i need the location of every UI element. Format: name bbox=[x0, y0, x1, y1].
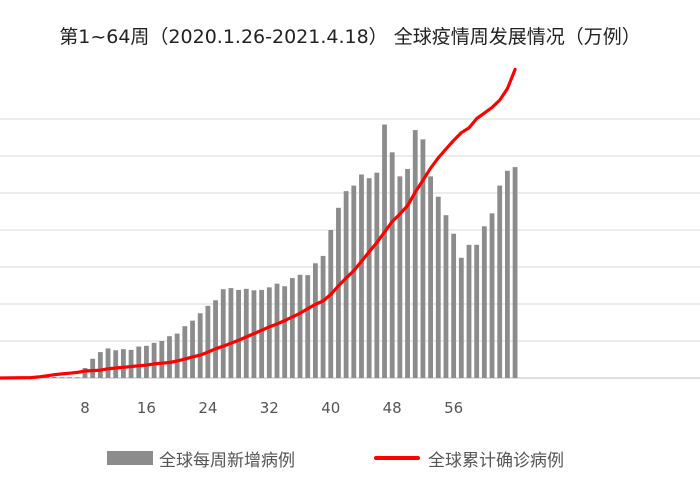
x-tick-label: 8 bbox=[80, 399, 90, 417]
bar bbox=[174, 333, 180, 378]
bar bbox=[136, 346, 142, 378]
bar bbox=[382, 124, 387, 378]
bar bbox=[328, 230, 334, 378]
bar bbox=[458, 257, 464, 378]
bar bbox=[374, 172, 380, 378]
x-tick-label: 48 bbox=[383, 399, 402, 417]
legend-swatch-bar bbox=[107, 451, 153, 465]
bar bbox=[197, 313, 203, 378]
chart-title: 第1~64周（2020.1.26-2021.4.18） 全球疫情周发展情况（万例… bbox=[59, 26, 641, 48]
bar bbox=[297, 274, 303, 378]
bar bbox=[389, 152, 395, 378]
bar bbox=[359, 174, 364, 378]
bar bbox=[220, 289, 226, 378]
bar bbox=[190, 320, 195, 378]
bar bbox=[274, 283, 280, 378]
bar bbox=[182, 326, 188, 378]
bar bbox=[82, 368, 88, 378]
bar bbox=[474, 244, 480, 378]
bar bbox=[243, 288, 249, 378]
bar bbox=[90, 358, 96, 378]
legend-item-weekly-new: 全球每周新增病例 bbox=[107, 443, 295, 473]
gridlines bbox=[0, 118, 700, 379]
bar bbox=[159, 341, 165, 378]
bar bbox=[213, 300, 218, 378]
bar bbox=[412, 130, 418, 378]
bar bbox=[505, 170, 510, 378]
bar bbox=[151, 342, 157, 378]
bar bbox=[343, 191, 349, 378]
bar bbox=[205, 305, 211, 378]
legend-swatch-line bbox=[374, 456, 420, 460]
bar bbox=[466, 244, 472, 378]
bar bbox=[144, 345, 149, 378]
bar bbox=[405, 168, 410, 378]
bar bbox=[121, 349, 126, 378]
bar bbox=[97, 352, 103, 378]
bar bbox=[489, 213, 495, 378]
cumulative-cases-line-group bbox=[0, 67, 517, 380]
bar bbox=[313, 263, 318, 378]
bar bbox=[113, 350, 119, 378]
legend-label-cumulative: 全球累计确诊病例 bbox=[428, 450, 564, 471]
x-tick-label: 56 bbox=[444, 399, 463, 417]
bar bbox=[259, 289, 265, 378]
x-tick-label: 32 bbox=[260, 399, 279, 417]
bar bbox=[351, 185, 357, 378]
bar bbox=[320, 255, 326, 378]
legend-label-weekly-new: 全球每周新增病例 bbox=[159, 450, 295, 471]
bar bbox=[228, 288, 234, 378]
bar bbox=[435, 196, 441, 378]
bar bbox=[336, 207, 341, 378]
bar bbox=[443, 215, 449, 378]
legend-item-cumulative: 全球累计确诊病例 bbox=[374, 443, 564, 473]
x-tick-label: 24 bbox=[198, 399, 217, 417]
bar bbox=[236, 289, 241, 378]
bar bbox=[167, 336, 172, 378]
weekly-new-cases-bars bbox=[28, 124, 518, 378]
bar bbox=[44, 376, 49, 378]
bar bbox=[289, 278, 295, 378]
bar bbox=[282, 286, 288, 378]
bar bbox=[67, 377, 73, 378]
bar bbox=[59, 377, 65, 378]
bar bbox=[481, 226, 487, 378]
bar bbox=[74, 377, 80, 378]
legend: 全球每周新增病例 全球累计确诊病例 bbox=[0, 443, 700, 473]
bar bbox=[420, 139, 426, 378]
bar bbox=[451, 233, 457, 378]
x-axis-ticks: 8 16 24 32 40 48 56 bbox=[80, 399, 463, 417]
bar bbox=[366, 178, 372, 378]
x-tick-label: 40 bbox=[321, 399, 340, 417]
bar bbox=[428, 176, 433, 378]
bar bbox=[397, 176, 403, 378]
bar bbox=[266, 287, 272, 378]
bar bbox=[305, 275, 311, 378]
bar bbox=[105, 348, 111, 378]
bar bbox=[128, 349, 134, 378]
bar bbox=[512, 167, 518, 378]
bar bbox=[497, 185, 503, 378]
bar bbox=[51, 376, 57, 378]
x-tick-label: 16 bbox=[137, 399, 156, 417]
cumulative-cases-line bbox=[0, 67, 517, 380]
